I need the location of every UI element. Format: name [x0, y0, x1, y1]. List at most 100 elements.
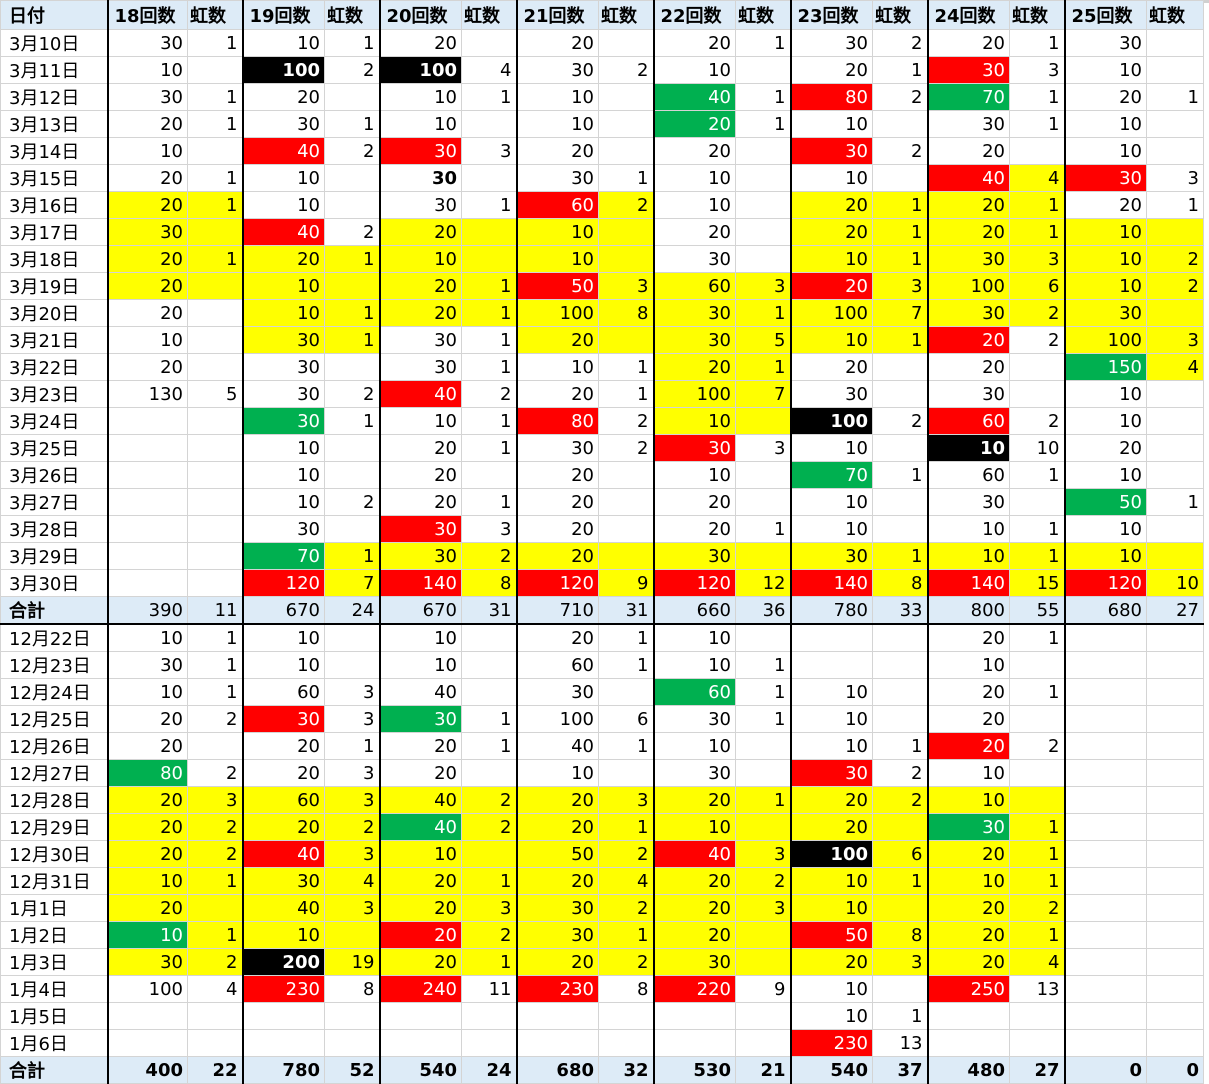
rainbow-cell[interactable]: 1 [735, 651, 791, 679]
rainbow-cell[interactable]: 55 [1009, 596, 1065, 625]
rainbow-cell[interactable]: 1 [461, 191, 517, 219]
rainbow-cell[interactable]: 5 [187, 380, 243, 408]
rainbow-cell[interactable]: 2 [324, 56, 380, 84]
count-cell[interactable]: 30 [106, 651, 188, 679]
rainbow-cell[interactable] [598, 110, 654, 138]
rainbow-cell[interactable] [598, 218, 654, 246]
count-cell[interactable]: 20 [789, 353, 873, 381]
rainbow-cell[interactable]: 2 [598, 191, 654, 219]
rainbow-cell[interactable]: 1 [324, 29, 380, 57]
rainbow-cell[interactable]: 1 [735, 678, 791, 706]
count-cell[interactable]: 400 [106, 1056, 188, 1084]
date-cell[interactable]: 12月29日 [0, 813, 108, 841]
rainbow-cell[interactable]: 2 [872, 786, 928, 814]
rainbow-cell[interactable] [324, 272, 380, 300]
rainbow-cell[interactable] [872, 705, 928, 733]
rainbow-cell[interactable] [735, 191, 791, 219]
rainbow-cell[interactable] [598, 488, 654, 516]
rainbow-cell[interactable]: 2 [461, 542, 517, 570]
rainbow-cell[interactable]: 1 [872, 218, 928, 246]
rainbow-cell[interactable]: 1 [324, 542, 380, 570]
count-cell[interactable]: 40 [241, 894, 325, 922]
count-cell[interactable]: 10 [1063, 407, 1147, 435]
count-cell[interactable]: 10 [789, 515, 873, 543]
rainbow-cell[interactable] [735, 218, 791, 246]
rainbow-cell[interactable] [1146, 407, 1204, 435]
rainbow-cell[interactable]: 4 [324, 867, 380, 895]
rainbow-cell[interactable]: 4 [461, 56, 517, 84]
count-cell[interactable]: 120 [515, 569, 599, 597]
count-cell[interactable]: 20 [378, 272, 462, 300]
rainbow-cell[interactable]: 1 [598, 623, 654, 652]
count-cell[interactable]: 60 [652, 272, 736, 300]
count-cell[interactable]: 20 [106, 813, 188, 841]
rainbow-cell[interactable]: 1 [735, 705, 791, 733]
rainbow-cell[interactable]: 1 [598, 921, 654, 949]
count-cell[interactable]: 20 [106, 191, 188, 219]
header-count-24[interactable]: 24回数 [926, 0, 1010, 30]
count-cell[interactable]: 10 [378, 110, 462, 138]
rainbow-cell[interactable]: 2 [324, 380, 380, 408]
count-cell[interactable]: 10 [378, 245, 462, 273]
count-cell[interactable]: 50 [789, 921, 873, 949]
rainbow-cell[interactable]: 1 [324, 110, 380, 138]
count-cell[interactable]: 10 [106, 137, 188, 165]
rainbow-cell[interactable]: 3 [1009, 56, 1065, 84]
count-cell[interactable]: 40 [652, 840, 736, 868]
count-cell[interactable]: 10 [378, 623, 462, 652]
date-cell[interactable]: 3月16日 [0, 191, 108, 219]
count-cell[interactable] [1063, 894, 1147, 922]
count-cell[interactable]: 70 [926, 83, 1010, 111]
count-cell[interactable]: 10 [1063, 56, 1147, 84]
rainbow-cell[interactable]: 1 [872, 867, 928, 895]
count-cell[interactable]: 10 [652, 732, 736, 760]
count-cell[interactable]: 10 [926, 867, 1010, 895]
count-cell[interactable]: 10 [789, 245, 873, 273]
rainbow-cell[interactable] [1146, 678, 1204, 706]
rainbow-cell[interactable]: 1 [872, 191, 928, 219]
rainbow-cell[interactable] [187, 272, 243, 300]
rainbow-cell[interactable]: 2 [872, 83, 928, 111]
date-cell[interactable]: 3月12日 [0, 83, 108, 111]
count-cell[interactable] [106, 407, 188, 435]
count-cell[interactable]: 40 [652, 83, 736, 111]
rainbow-cell[interactable]: 1 [872, 542, 928, 570]
count-cell[interactable] [106, 1029, 188, 1057]
rainbow-cell[interactable] [1009, 1002, 1065, 1030]
rainbow-cell[interactable] [872, 110, 928, 138]
count-cell[interactable]: 20 [515, 380, 599, 408]
rainbow-cell[interactable] [735, 407, 791, 435]
count-cell[interactable]: 30 [241, 326, 325, 354]
count-cell[interactable] [1063, 840, 1147, 868]
count-cell[interactable]: 20 [515, 542, 599, 570]
rainbow-cell[interactable] [1146, 1029, 1204, 1057]
count-cell[interactable]: 780 [789, 596, 873, 625]
date-cell[interactable]: 3月10日 [0, 29, 108, 57]
count-cell[interactable]: 10 [789, 434, 873, 462]
count-cell[interactable]: 30 [515, 921, 599, 949]
count-cell[interactable]: 30 [789, 380, 873, 408]
count-cell[interactable] [1063, 867, 1147, 895]
count-cell[interactable]: 30 [926, 299, 1010, 327]
count-cell[interactable]: 10 [515, 218, 599, 246]
rainbow-cell[interactable] [461, 623, 517, 652]
count-cell[interactable]: 10 [789, 678, 873, 706]
count-cell[interactable]: 40 [515, 732, 599, 760]
count-cell[interactable]: 100 [241, 56, 325, 84]
count-cell[interactable]: 40 [378, 678, 462, 706]
count-cell[interactable]: 20 [515, 326, 599, 354]
count-cell[interactable]: 10 [241, 623, 325, 652]
count-cell[interactable]: 20 [652, 867, 736, 895]
rainbow-cell[interactable]: 1 [1009, 542, 1065, 570]
count-cell[interactable]: 20 [515, 813, 599, 841]
date-cell[interactable]: 3月24日 [0, 407, 108, 435]
rainbow-cell[interactable]: 1 [1009, 515, 1065, 543]
rainbow-cell[interactable]: 1 [1009, 678, 1065, 706]
count-cell[interactable]: 100 [789, 299, 873, 327]
rainbow-cell[interactable] [1009, 380, 1065, 408]
rainbow-cell[interactable]: 2 [1009, 299, 1065, 327]
date-cell[interactable]: 1月6日 [0, 1029, 108, 1057]
count-cell[interactable]: 670 [241, 596, 325, 625]
count-cell[interactable] [1063, 623, 1147, 652]
count-cell[interactable]: 20 [1063, 434, 1147, 462]
